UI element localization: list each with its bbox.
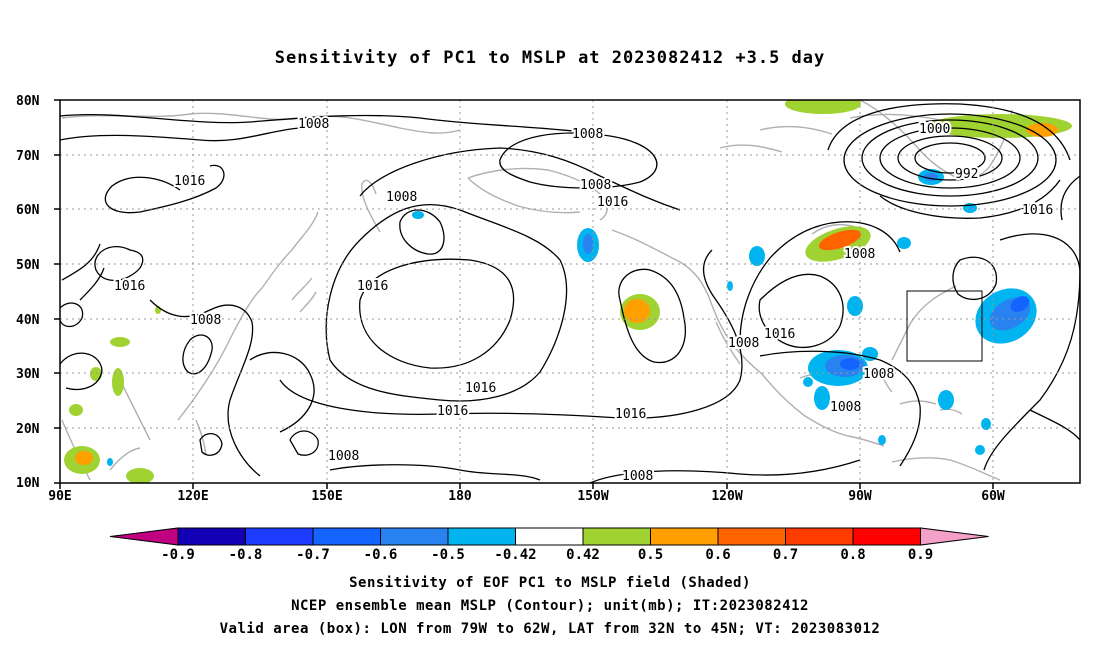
colorbar-swatch	[852, 527, 921, 546]
contour-label: 1008	[298, 117, 329, 132]
lat-label: 50N	[16, 258, 40, 273]
colorbar-swatch	[582, 527, 651, 546]
mslp-contours	[60, 103, 1080, 483]
contour-label: 1008	[572, 127, 603, 142]
colorbar-label: -0.7	[296, 547, 330, 563]
contour-label: 1008	[386, 190, 417, 205]
colorbar-swatch	[515, 527, 584, 546]
colorbar-swatch	[312, 527, 381, 546]
colorbar-swatch	[245, 527, 314, 546]
contour-label: 1016	[1022, 203, 1053, 218]
contour-label: 1016	[615, 407, 646, 422]
colorbar-low-extend	[109, 527, 179, 546]
contour-label: 1008	[622, 469, 653, 484]
lon-label: 120W	[711, 489, 742, 504]
colorbar-label: -0.8	[229, 547, 263, 563]
colorbar-label: 0.8	[840, 547, 865, 563]
contour-label: 1016	[597, 195, 628, 210]
lat-label: 10N	[16, 476, 40, 491]
lat-label: 60N	[16, 203, 40, 218]
caption-line-3: Valid area (box): LON from 79W to 62W, L…	[219, 621, 881, 637]
lon-label: 120E	[177, 489, 208, 504]
caption-line-1: Sensitivity of EOF PC1 to MSLP field (Sh…	[349, 575, 751, 591]
lat-label: 70N	[16, 149, 40, 164]
contour-label: 1016	[357, 279, 388, 294]
contour-label: 1008	[190, 313, 221, 328]
contour-label: 1016	[437, 404, 468, 419]
lat-label: 30N	[16, 367, 40, 382]
contour-labels: 1008 1016 1008 1008 1008 1016 1016 1008 …	[112, 115, 1055, 484]
lon-label: 60W	[981, 489, 1005, 504]
contour-label: 1008	[580, 178, 611, 193]
contour-label: 1008	[830, 400, 861, 415]
contour-label: 1016	[114, 279, 145, 294]
lon-label: 150E	[311, 489, 342, 504]
colorbar-label: 0.5	[638, 547, 663, 563]
contour-label: 1016	[465, 381, 496, 396]
contour-label: 1016	[174, 174, 205, 189]
colorbar-label: 0.42	[566, 547, 600, 563]
lat-label: 20N	[16, 422, 40, 437]
latitude-axis: 80N 70N 60N 50N 40N 30N 20N 10N	[16, 94, 40, 491]
map-frame	[59, 99, 1081, 484]
colorbar-label: 0.6	[705, 547, 730, 563]
lon-label: 90W	[848, 489, 872, 504]
sensitivity-shading	[64, 100, 1072, 483]
colorbar-swatch	[650, 527, 719, 546]
longitude-axis: 90E 120E 150E 180 150W 120W 90W 60W	[48, 489, 1005, 504]
colorbar-high-extend	[920, 527, 989, 546]
caption-line-2: NCEP ensemble mean MSLP (Contour); unit(…	[291, 598, 809, 614]
colorbar-label: 0.7	[773, 547, 798, 563]
contour-label: 1008	[328, 449, 359, 464]
colorbar-label: 0.9	[908, 547, 933, 563]
lon-label: 90E	[48, 489, 71, 504]
gridlines	[60, 100, 1080, 483]
colorbar-swatch	[380, 527, 449, 546]
colorbar-label: -0.5	[431, 547, 465, 563]
valid-area-box	[906, 290, 983, 362]
contour-label: 1000	[919, 122, 950, 137]
colorbar: -0.9 -0.8 -0.7 -0.6 -0.5 -0.42 0.42 0.5 0.6 0.7 0.…	[109, 527, 989, 563]
colorbar-label: -0.42	[494, 547, 536, 563]
axis-ticks	[54, 99, 994, 489]
colorbar-swatch	[447, 527, 516, 546]
contour-label: 1008	[844, 247, 875, 262]
lon-label: 150W	[577, 489, 608, 504]
contour-label: 1016	[764, 327, 795, 342]
lon-label: 180	[448, 489, 472, 504]
lat-label: 80N	[16, 94, 40, 109]
colorbar-swatch	[177, 527, 246, 546]
contour-label: 992	[955, 167, 978, 182]
colorbar-swatch	[717, 527, 786, 546]
colorbar-swatch	[785, 527, 854, 546]
lat-label: 40N	[16, 313, 40, 328]
figure-title: Sensitivity of PC1 to MSLP at 2023082412…	[274, 48, 826, 68]
colorbar-label: -0.9	[161, 547, 195, 563]
contour-label: 1008	[863, 367, 894, 382]
colorbar-label: -0.6	[364, 547, 398, 563]
contour-label: 1008	[728, 336, 759, 351]
